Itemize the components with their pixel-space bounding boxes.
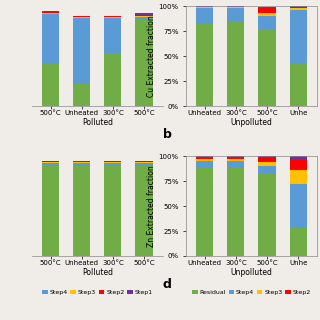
Bar [290,7,307,8]
Bar [290,63,307,106]
Bar [73,163,90,166]
Bar [259,16,276,30]
Bar [135,163,153,166]
Bar [290,156,307,160]
Bar [135,166,153,256]
Bar [135,15,153,16]
X-axis label: Polluted: Polluted [82,118,113,127]
Text: b: b [163,128,172,141]
X-axis label: Unpolluted: Unpolluted [230,118,272,127]
Bar [104,162,121,163]
Bar [290,184,307,228]
Bar [290,228,307,256]
Bar [259,157,276,162]
Y-axis label: Cu Extracted fraction: Cu Extracted fraction [147,15,156,97]
Bar [73,84,90,106]
Bar [290,160,307,170]
Bar [290,6,307,7]
Bar [42,64,59,106]
Bar [259,156,276,157]
Bar [42,12,59,14]
Bar [290,8,307,10]
Bar [135,17,153,19]
Bar [73,161,90,162]
Bar [104,161,121,162]
Bar [228,161,244,168]
Bar [228,6,244,7]
Bar [73,18,90,84]
Bar [196,158,213,159]
Bar [196,24,213,106]
Bar [42,163,59,166]
Bar [73,16,90,17]
Bar [73,162,90,163]
Text: d: d [163,278,172,291]
Bar [135,13,153,15]
Bar [73,17,90,18]
Bar [259,13,276,16]
Y-axis label: Zn Extracted fraction: Zn Extracted fraction [147,165,156,247]
Bar [104,18,121,54]
Bar [196,7,213,8]
Bar [196,6,213,7]
Bar [73,166,90,256]
Bar [228,159,244,161]
Bar [42,162,59,163]
Bar [259,8,276,13]
Bar [104,54,121,106]
Bar [196,156,213,158]
Bar [135,19,153,106]
Bar [228,156,244,158]
Bar [196,8,213,24]
Bar [135,162,153,163]
Bar [290,10,307,63]
Bar [104,163,121,166]
X-axis label: Polluted: Polluted [82,268,113,276]
Bar [104,166,121,256]
Bar [228,7,244,8]
Bar [196,159,213,161]
Bar [259,162,276,166]
Bar [42,161,59,162]
Bar [196,161,213,168]
Bar [228,158,244,159]
Bar [228,22,244,106]
Bar [228,168,244,256]
Bar [259,166,276,174]
Bar [104,17,121,18]
Bar [259,30,276,106]
Bar [259,7,276,8]
Bar [259,174,276,256]
Bar [228,8,244,22]
Legend: Residual, Step4, Step3, Step2: Residual, Step4, Step3, Step2 [191,289,311,296]
Legend: Step4, Step3, Step2, Step1: Step4, Step3, Step2, Step1 [42,289,153,296]
Bar [135,16,153,17]
Bar [290,170,307,184]
Bar [135,161,153,162]
Bar [42,11,59,12]
Bar [104,16,121,17]
X-axis label: Unpolluted: Unpolluted [230,268,272,276]
Bar [42,166,59,256]
Bar [42,14,59,64]
Bar [196,168,213,256]
